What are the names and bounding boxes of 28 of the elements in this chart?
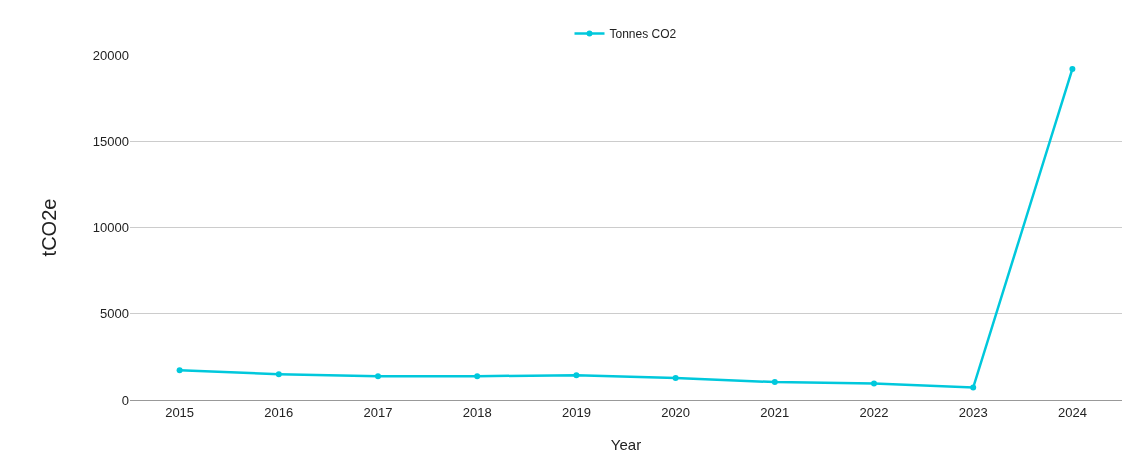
x-tick-label: 2017	[363, 404, 393, 420]
x-tick-label: 2019	[561, 404, 591, 420]
y-tick-label: 15000	[92, 133, 129, 149]
y-tick-label: 0	[121, 392, 129, 408]
point	[970, 384, 977, 391]
x-tick-label: 2020	[661, 404, 691, 420]
x-tick-label: 2022	[859, 404, 889, 420]
point	[1069, 65, 1076, 72]
point	[474, 373, 481, 380]
y-axis-title: tCO2e	[38, 198, 61, 257]
x-axis-title: Year	[610, 435, 642, 453]
point	[573, 372, 580, 379]
x-tick-label: 2024	[1057, 404, 1087, 420]
x-tick-label: 2015	[165, 404, 195, 420]
point	[275, 371, 282, 378]
x-tick-label: 2023	[958, 404, 988, 420]
point	[672, 375, 679, 382]
legend-label: Tonnes CO2	[609, 27, 677, 42]
x-tick-label: 2021	[760, 404, 790, 420]
point	[176, 367, 183, 374]
y-tick-label: 5000	[100, 306, 129, 322]
y-tick-label: 10000	[92, 220, 129, 236]
y-tick-label: 20000	[92, 47, 129, 63]
point	[871, 380, 877, 387]
x-tick-label: 2018	[462, 404, 492, 420]
point	[771, 379, 778, 386]
x-tick-label: 2016	[264, 404, 294, 420]
point	[375, 373, 381, 380]
